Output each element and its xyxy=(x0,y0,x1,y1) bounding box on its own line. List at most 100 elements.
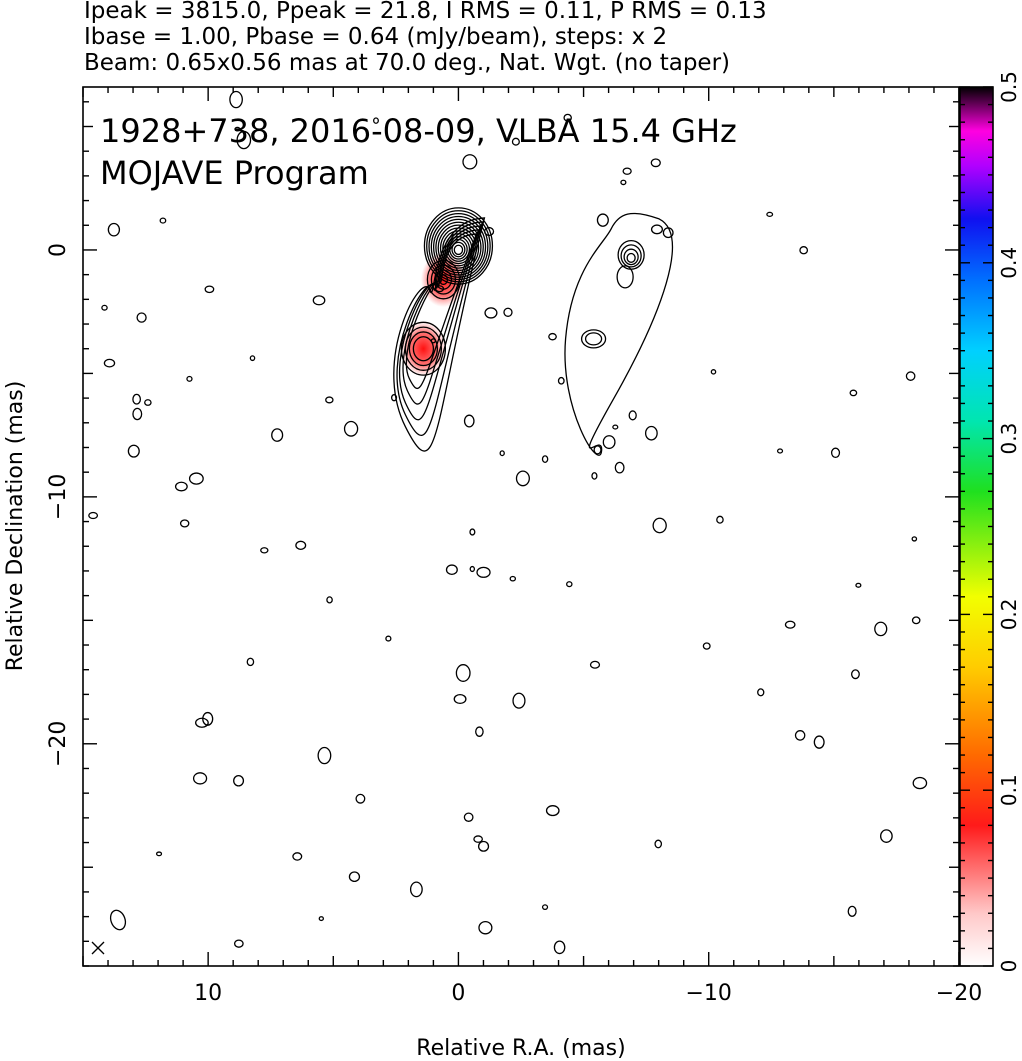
core-contour xyxy=(428,212,489,281)
noise-contour xyxy=(233,939,244,948)
secondary-knot-contour xyxy=(580,329,607,349)
colorbar-tick-label: 0.4 xyxy=(997,247,1021,279)
noise-contour xyxy=(469,528,476,536)
noise-contour xyxy=(312,295,326,306)
noise-contour xyxy=(195,717,209,728)
secondary-knot-contour xyxy=(584,332,603,346)
y-tick-label: −10 xyxy=(46,474,71,520)
noise-contour xyxy=(469,565,476,573)
secondary-knot-contour xyxy=(616,265,634,289)
noise-contour xyxy=(503,307,513,317)
noise-contour xyxy=(776,448,784,454)
noise-contour xyxy=(179,519,190,528)
noise-contour xyxy=(644,425,658,441)
noise-contour xyxy=(911,616,921,625)
noise-contour xyxy=(612,424,619,430)
noise-contour xyxy=(499,450,505,457)
noise-contour xyxy=(103,358,116,368)
noise-contour xyxy=(855,582,862,588)
noise-contour xyxy=(233,774,245,787)
noise-contour xyxy=(484,307,498,319)
secondary-knot-contour xyxy=(626,252,636,263)
y-tick-label: −20 xyxy=(46,721,71,767)
map-subtitle: MOJAVE Program xyxy=(100,154,369,192)
noise-contour xyxy=(430,338,436,344)
noise-contour xyxy=(566,581,573,588)
noise-contour xyxy=(453,694,467,705)
noise-contour xyxy=(553,940,566,955)
noise-contour xyxy=(622,167,632,175)
noise-contour xyxy=(509,575,517,582)
noise-contour xyxy=(847,905,857,917)
header-line-2: Ibase = 1.00, Pbase = 0.64 (mJy/beam), s… xyxy=(84,24,668,50)
noise-contour xyxy=(132,393,142,405)
noise-contour xyxy=(905,371,916,381)
noise-contour xyxy=(186,375,193,382)
noise-contour xyxy=(463,812,474,822)
noise-contour xyxy=(234,126,241,132)
noise-contour xyxy=(851,669,860,680)
noise-contour xyxy=(911,536,918,542)
noise-contour xyxy=(912,776,928,790)
noise-contour xyxy=(462,154,478,170)
noise-contour xyxy=(271,428,284,442)
noise-contour xyxy=(144,399,152,406)
knot-contour xyxy=(412,336,435,362)
noise-contour xyxy=(391,394,398,402)
noise-contour xyxy=(799,246,809,255)
noise-contour xyxy=(484,226,495,237)
colorbar-tick-label: 0 xyxy=(997,960,1021,973)
noise-contour xyxy=(260,547,269,554)
noise-contour xyxy=(662,227,674,239)
noise-contour xyxy=(473,835,483,843)
noise-contour xyxy=(545,805,560,817)
noise-contour xyxy=(628,410,637,421)
noise-contour xyxy=(159,217,167,224)
noise-contour xyxy=(132,407,143,421)
jet-contour xyxy=(393,217,486,452)
noise-contour xyxy=(589,660,601,669)
noise-contour xyxy=(326,596,333,604)
jet-contour xyxy=(396,221,484,436)
noise-contour xyxy=(317,746,332,765)
noise-contour xyxy=(249,355,256,362)
noise-contour xyxy=(830,447,841,459)
noise-contour xyxy=(434,285,445,293)
secondary-contour xyxy=(564,212,673,456)
noise-contour xyxy=(236,130,252,150)
noise-contour xyxy=(445,564,458,576)
noise-contour xyxy=(515,470,530,487)
noise-contour xyxy=(541,455,549,463)
noise-contour xyxy=(650,224,664,235)
noise-contour xyxy=(136,312,147,323)
x-axis-label: Relative R.A. (mas) xyxy=(416,1036,625,1061)
noise-contour xyxy=(455,664,471,682)
noise-contour xyxy=(716,515,724,524)
noise-contour xyxy=(246,657,255,667)
noise-contour xyxy=(204,285,215,294)
header-line-1: Ipeak = 3815.0, Ppeak = 21.8, I RMS = 0.… xyxy=(84,0,767,24)
noise-contour xyxy=(188,472,204,485)
noise-contour xyxy=(343,420,359,437)
noise-contour xyxy=(476,566,491,578)
noise-contour xyxy=(127,444,140,458)
knot-contour xyxy=(438,274,449,286)
noise-contour xyxy=(373,117,379,124)
noise-contour xyxy=(548,332,557,341)
noise-contour xyxy=(318,916,324,922)
noise-contour xyxy=(710,369,717,375)
x-tick-label: −10 xyxy=(685,981,731,1006)
noise-contour xyxy=(409,881,423,898)
noise-contour xyxy=(475,726,484,737)
knot-contour xyxy=(430,264,457,295)
knot-contour xyxy=(426,259,461,300)
noise-contour xyxy=(757,688,765,697)
noise-contour xyxy=(174,481,188,492)
noise-contour xyxy=(702,642,711,650)
core-contour xyxy=(451,241,466,258)
noise-contour xyxy=(650,158,661,168)
colorbar-tick-label: 0.1 xyxy=(997,774,1021,806)
noise-contour xyxy=(478,920,493,935)
noise-contour xyxy=(620,179,627,186)
map-title: 1928+738, 2016-08-09, VLBA 15.4 GHz xyxy=(100,112,737,150)
